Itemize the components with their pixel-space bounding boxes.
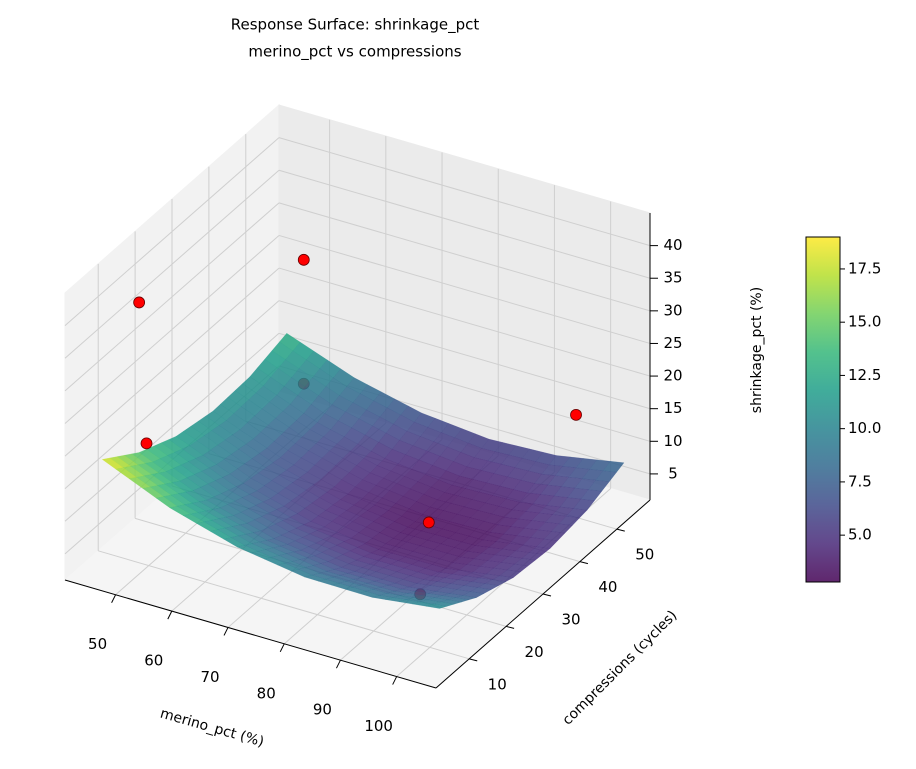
- x-tick: [392, 676, 398, 685]
- data-point: [297, 253, 310, 266]
- x-tick-label: 50: [88, 635, 107, 653]
- y-tick: [616, 528, 625, 532]
- grid-line: [278, 137, 651, 247]
- x-tick-label: 70: [200, 668, 219, 686]
- colorbar-tick-label: 10.0: [848, 419, 881, 437]
- grid-line: [64, 202, 280, 392]
- colorbar-tick-label: 12.5: [848, 366, 881, 384]
- y-tick-label: 50: [635, 546, 654, 564]
- grid-line: [64, 332, 280, 522]
- visible-points: [133, 253, 582, 529]
- grid-line: [278, 332, 651, 442]
- x-tick: [223, 627, 229, 636]
- colorbar-fill: [805, 236, 841, 583]
- colorbar: 5.0 7.5 10.0 12.5 15.0 17.5: [805, 236, 881, 583]
- y-tick-label: 20: [525, 643, 544, 661]
- x-tick-label: 100: [364, 717, 393, 735]
- z-axis-label: shrinkage_pct (%): [749, 287, 765, 413]
- y-tick: [505, 625, 515, 629]
- x-tick: [335, 659, 341, 669]
- y-tick-label: 30: [561, 611, 580, 629]
- y-tick-label: 40: [598, 578, 617, 596]
- grid-line: [278, 267, 651, 377]
- z-tick-label: 30: [663, 301, 682, 319]
- grid-line: [278, 300, 651, 410]
- x-tick: [111, 594, 117, 603]
- axes: [64, 213, 658, 689]
- grid-line: [64, 169, 280, 359]
- colorbar-tick-label: 15.0: [848, 313, 881, 331]
- z-tick-label: 5: [668, 464, 678, 482]
- x-tick-label: 60: [144, 652, 163, 670]
- z-tick-label: 20: [663, 367, 682, 385]
- grid-line: [98, 550, 470, 660]
- colorbar-tick-label: 5.0: [848, 526, 872, 544]
- x-tick: [279, 643, 285, 653]
- surface: [101, 332, 625, 609]
- colorbar-tick-label: 7.5: [848, 472, 872, 490]
- z-tick-label: 40: [663, 236, 682, 254]
- colorbar-tick-label: 17.5: [848, 259, 881, 277]
- x-tick-label: 80: [257, 684, 276, 702]
- z-tick-label: 25: [663, 334, 682, 352]
- z-tick-label: 15: [663, 399, 682, 417]
- grid-line: [64, 300, 280, 490]
- grid-line: [278, 202, 651, 312]
- grid-line: [278, 234, 651, 344]
- data-point: [570, 408, 582, 421]
- y-tick-label: 10: [488, 675, 507, 693]
- x-tick: [167, 610, 173, 620]
- grid-line: [64, 235, 280, 424]
- chart-subtitle: merino_pct vs compressions: [248, 43, 461, 62]
- z-tick-label: 35: [663, 269, 682, 287]
- grid-line: [64, 267, 280, 457]
- surface-patch: [425, 603, 447, 609]
- data-point: [133, 296, 146, 309]
- grid-line: [64, 137, 280, 326]
- z-tick-label: 10: [663, 432, 682, 450]
- x-tick-label: 90: [313, 701, 332, 719]
- y-tick: [469, 658, 478, 662]
- y-tick: [542, 593, 552, 597]
- x-axis-label: merino_pct (%): [158, 706, 265, 751]
- y-tick: [579, 561, 589, 565]
- x-axis-line: [64, 579, 437, 689]
- data-point: [140, 437, 153, 450]
- chart-title: Response Surface: shrinkage_pct: [231, 16, 480, 35]
- data-point: [422, 516, 435, 529]
- grid-line: [278, 169, 651, 279]
